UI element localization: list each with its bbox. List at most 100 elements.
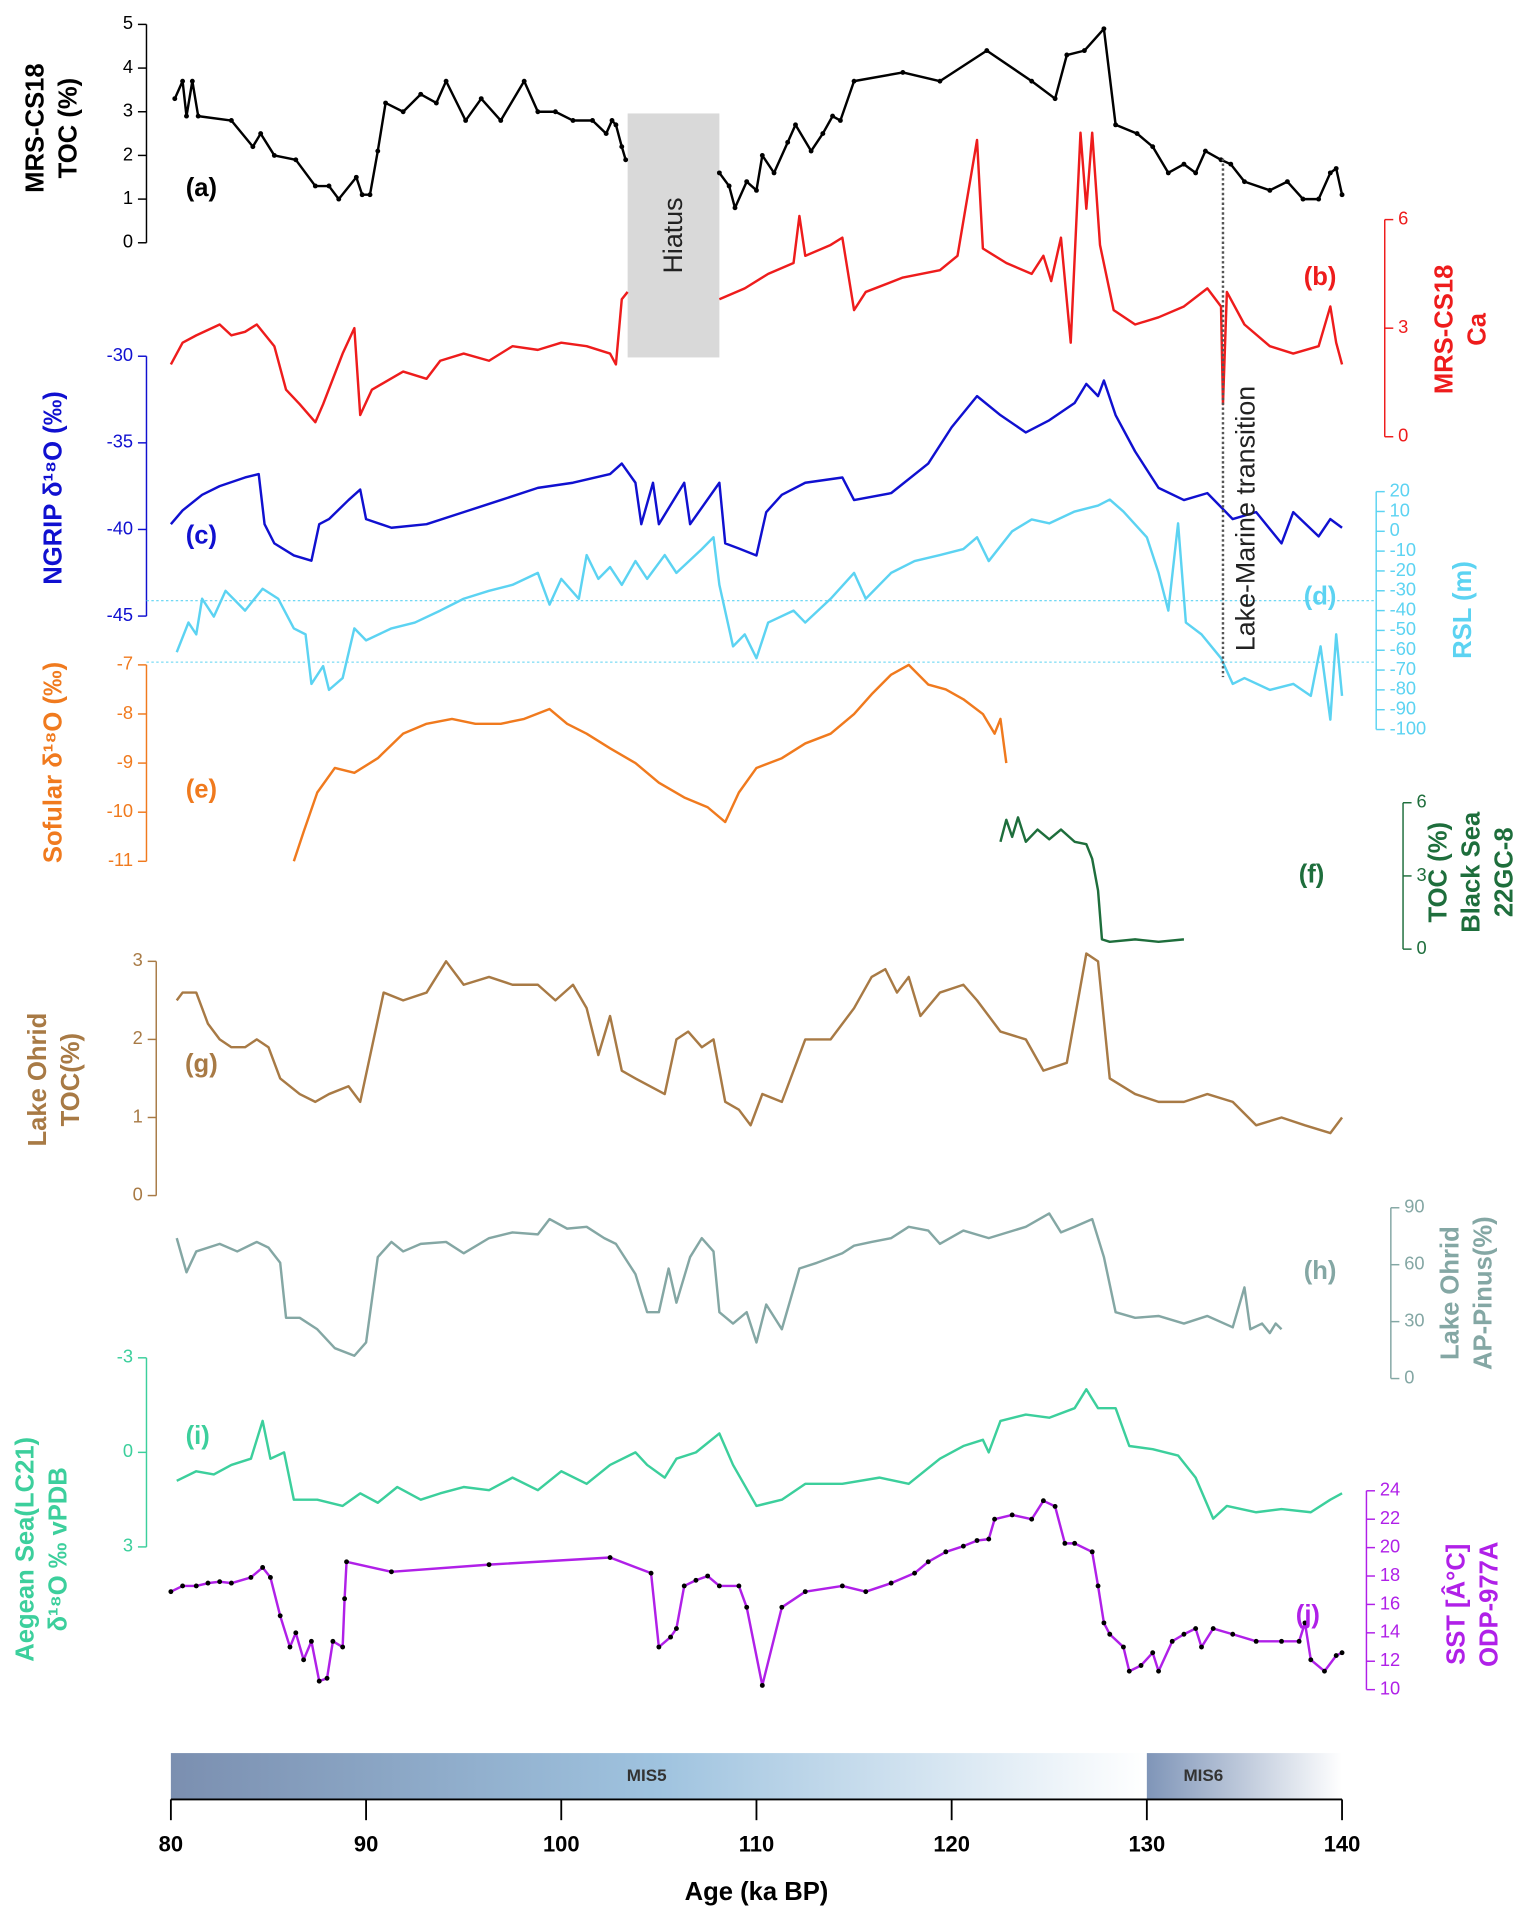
data-point — [342, 1596, 348, 1602]
y-axis-label: Aegean Sea(LC21) — [12, 1437, 40, 1662]
panel-label: (a) — [186, 174, 217, 202]
data-point — [180, 78, 186, 84]
series-line — [175, 498, 1344, 721]
data-point — [189, 78, 195, 84]
panel-label: (b) — [1304, 263, 1337, 291]
data-point — [316, 1678, 322, 1684]
y-axis-label: NGRIP δ¹⁸O (‰) — [40, 391, 68, 585]
y-tick-label: 10 — [1380, 1677, 1400, 1698]
y-tick-label: 12 — [1380, 1649, 1400, 1670]
data-point — [937, 78, 943, 84]
y-axis-label: RSL (m) — [1449, 561, 1477, 659]
y-tick-label: -35 — [107, 431, 133, 452]
data-point — [400, 109, 406, 115]
panel-label: (d) — [1304, 583, 1337, 611]
data-point — [1052, 96, 1058, 102]
y-axis-label: δ¹⁸O ‰ vPDB — [45, 1467, 73, 1631]
data-point — [1029, 78, 1035, 84]
panel-label: (g) — [185, 1050, 218, 1078]
data-point — [172, 96, 178, 102]
data-point — [383, 100, 389, 106]
y-tick-label: 30 — [1404, 1309, 1424, 1330]
data-point — [888, 1580, 894, 1586]
data-point — [293, 1630, 299, 1636]
x-tick-label: 130 — [1129, 1832, 1166, 1857]
data-point — [613, 122, 619, 128]
data-point — [744, 1604, 750, 1610]
y-axis-label: MRS-CS18 — [21, 63, 49, 193]
data-point — [1150, 1650, 1156, 1656]
data-point — [668, 1634, 674, 1640]
data-point — [1193, 170, 1199, 176]
y-tick-label: 1 — [133, 1105, 143, 1126]
data-point — [619, 144, 625, 150]
y-tick-label: -10 — [107, 800, 133, 821]
y-axis-label: 22GC-8 — [1490, 827, 1518, 917]
data-point — [1181, 161, 1187, 167]
data-point — [498, 118, 504, 123]
panel-label: (h) — [1304, 1257, 1337, 1285]
y-tick-label: -30 — [1390, 579, 1416, 600]
data-point — [260, 1565, 266, 1570]
series-line — [176, 1388, 1343, 1520]
y-axis-label: AP-Pinus(%) — [1470, 1216, 1498, 1370]
y-tick-label: 1 — [123, 187, 133, 208]
data-point — [271, 152, 277, 158]
data-point — [863, 1589, 869, 1595]
data-point — [590, 118, 595, 123]
y-axis-label: Sofular δ¹⁸O (‰) — [40, 662, 68, 863]
data-point — [521, 78, 527, 84]
data-point — [793, 122, 798, 128]
x-tick-label: 100 — [543, 1832, 580, 1857]
y-tick-label: -8 — [117, 702, 133, 723]
data-point — [1064, 52, 1070, 58]
data-point — [228, 118, 234, 123]
data-point — [389, 1569, 394, 1575]
y-tick-label: -9 — [117, 751, 133, 772]
data-point — [943, 1549, 949, 1555]
data-point — [375, 148, 381, 154]
y-axis-label: TOC (%) — [54, 78, 82, 179]
data-point — [486, 1562, 492, 1568]
x-tick-label: 120 — [933, 1832, 970, 1857]
data-point — [1134, 131, 1140, 137]
data-point — [1199, 1644, 1204, 1650]
series-line — [292, 663, 1008, 862]
y-tick-label: 0 — [123, 231, 133, 252]
data-point — [1052, 1503, 1058, 1509]
series-line — [175, 952, 1344, 1135]
data-point — [830, 113, 836, 119]
y-tick-label: 3 — [123, 100, 133, 121]
data-point — [900, 70, 906, 75]
data-point — [693, 1577, 699, 1583]
y-tick-label: -20 — [1390, 559, 1416, 580]
y-tick-label: 16 — [1380, 1592, 1400, 1613]
data-point — [1242, 179, 1247, 185]
data-point — [308, 1638, 314, 1644]
data-point — [732, 205, 738, 211]
data-point — [277, 1613, 283, 1619]
y-axis-label: TOC (%) — [1424, 822, 1452, 923]
data-point — [1181, 1631, 1187, 1637]
data-point — [726, 183, 732, 189]
y-axis-label: Lake Ohrid — [1437, 1226, 1465, 1360]
y-tick-label: 3 — [123, 1535, 133, 1556]
data-point — [779, 1604, 785, 1610]
data-point — [1253, 1638, 1259, 1644]
panel-label: (j) — [1296, 1601, 1320, 1629]
data-point — [1322, 1668, 1327, 1674]
panel-label: (c) — [186, 522, 217, 550]
y-tick-label: 20 — [1390, 479, 1410, 500]
data-point — [705, 1573, 711, 1579]
data-point — [1333, 166, 1339, 171]
data-point — [1327, 170, 1333, 176]
y-tick-label: 18 — [1380, 1564, 1400, 1585]
data-point — [535, 109, 541, 115]
y-tick-label: 2 — [123, 143, 133, 164]
data-point — [1101, 26, 1107, 32]
y-tick-label: 3 — [1416, 864, 1426, 885]
data-point — [851, 78, 857, 84]
data-point — [1165, 170, 1171, 176]
y-tick-label: -90 — [1390, 698, 1416, 719]
data-point — [1230, 1631, 1236, 1637]
